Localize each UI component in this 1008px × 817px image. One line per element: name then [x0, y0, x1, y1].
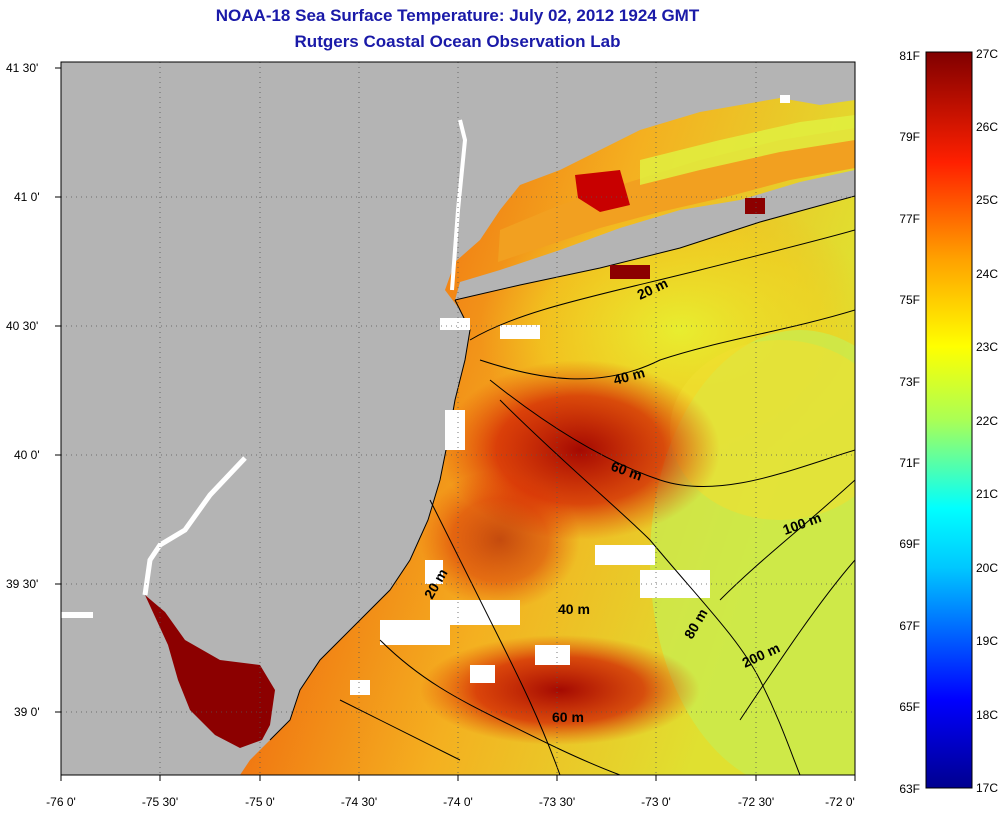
lon-tick-label: -72 30' — [738, 795, 774, 809]
longitude-labels: -76 0' -75 30' -75 0' -74 30' -74 0' -73… — [46, 795, 855, 809]
lon-tick-label: -75 30' — [142, 795, 178, 809]
axis-ticks — [55, 67, 856, 781]
colorbar-c-label: 21C — [976, 487, 998, 501]
delaware-bay — [145, 595, 275, 748]
cloud-mask — [61, 95, 790, 695]
colorbar-f-labels: 81F 79F 77F 75F 73F 71F 69F 67F 65F 63F — [899, 49, 920, 796]
colorbar-f-label: 73F — [899, 375, 920, 389]
colorbar-f-label: 71F — [899, 456, 920, 470]
colorbar-f-label: 77F — [899, 212, 920, 226]
warm-core-south — [420, 635, 700, 745]
colorbar-f-label: 79F — [899, 130, 920, 144]
delaware-river — [142, 456, 247, 596]
colorbar-f-label: 69F — [899, 537, 920, 551]
colorbar-c-label: 26C — [976, 120, 998, 134]
colorbar-c-label: 19C — [976, 634, 998, 648]
colorbar-c-label: 24C — [976, 267, 998, 281]
colorbar-f-label: 81F — [899, 49, 920, 63]
lat-tick-label: 39 0' — [14, 705, 40, 719]
colorbar-c-label: 18C — [976, 708, 998, 722]
colorbar-c-label: 23C — [976, 340, 998, 354]
lat-tick-label: 41 30' — [6, 61, 38, 75]
lat-tick-label: 41 0' — [14, 190, 40, 204]
colorbar-f-label: 75F — [899, 293, 920, 307]
colorbar-f-label: 67F — [899, 619, 920, 633]
sst-map: 20 m 40 m 60 m 100 m 20 m 40 m 80 m 200 … — [61, 62, 855, 775]
isobath-label: 40 m — [558, 601, 590, 617]
nj-coastline — [269, 299, 471, 741]
lon-tick-label: -75 0' — [245, 795, 275, 809]
lat-tick-label: 40 30' — [6, 319, 38, 333]
map-subtitle: Rutgers Coastal Ocean Observation Lab — [294, 32, 621, 51]
isobath-label: 40 m — [612, 364, 647, 388]
colorbar-c-label: 25C — [976, 193, 998, 207]
colorbar-c-label: 20C — [976, 561, 998, 575]
lon-tick-label: -73 30' — [539, 795, 575, 809]
lon-tick-label: -76 0' — [46, 795, 76, 809]
colorbar-c-labels: 27C 26C 25C 24C 23C 22C 21C 20C 19C 18C … — [976, 47, 998, 795]
map-title: NOAA-18 Sea Surface Temperature: July 02… — [215, 6, 700, 25]
land-mass — [61, 62, 855, 775]
isobath-lines — [339, 229, 855, 775]
lat-tick-label: 40 0' — [14, 448, 40, 462]
colorbar-f-label: 65F — [899, 700, 920, 714]
long-island-sound — [498, 128, 855, 262]
colorbar-c-label: 27C — [976, 47, 998, 61]
hudson-river — [450, 119, 468, 291]
lat-tick-label: 39 30' — [6, 577, 38, 591]
lon-tick-label: -74 30' — [341, 795, 377, 809]
latitude-labels: 41 30' 41 0' 40 30' 40 0' 39 30' 39 0' — [6, 61, 40, 719]
colorbar-c-label: 17C — [976, 781, 998, 795]
isobath-label: 60 m — [552, 709, 584, 725]
colorbar-gradient — [925, 51, 973, 789]
colorbar: 81F 79F 77F 75F 73F 71F 69F 67F 65F 63F … — [899, 47, 998, 796]
lon-tick-label: -73 0' — [641, 795, 671, 809]
lon-tick-label: -74 0' — [443, 795, 473, 809]
colorbar-c-label: 22C — [976, 414, 998, 428]
lon-tick-label: -72 0' — [825, 795, 855, 809]
colorbar-f-label: 63F — [899, 782, 920, 796]
